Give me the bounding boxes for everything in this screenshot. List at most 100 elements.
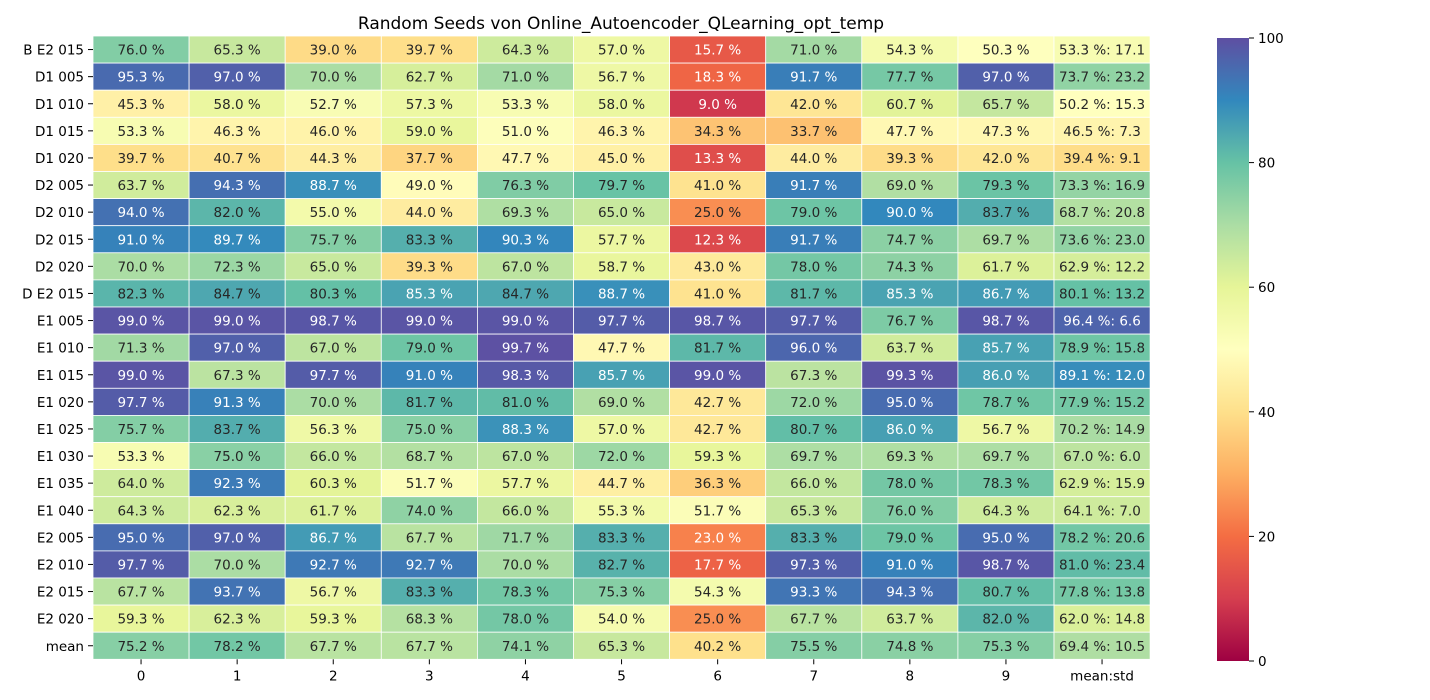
heatmap-cell bbox=[861, 550, 959, 579]
heatmap-cell bbox=[957, 631, 1055, 660]
cell-label: 96.0 % bbox=[790, 341, 837, 357]
cell-label: 75.2 % bbox=[117, 639, 164, 655]
heatmap-cell bbox=[861, 279, 959, 308]
cell-label: 92.7 % bbox=[406, 557, 453, 573]
cell-label: 90.3 % bbox=[502, 232, 549, 248]
cell-label: 56.3 % bbox=[310, 422, 357, 438]
cell-label: 91.3 % bbox=[214, 395, 261, 411]
cell-label: 64.3 % bbox=[117, 503, 164, 519]
cell-label: 69.0 % bbox=[598, 395, 645, 411]
heatmap-cell bbox=[861, 89, 959, 118]
cell-label: 79.7 % bbox=[598, 178, 645, 194]
heatmap-cell bbox=[765, 333, 863, 362]
x-tick-label: 6 bbox=[713, 668, 722, 684]
cell-label: 59.3 % bbox=[310, 612, 357, 628]
cell-label: 68.7 % bbox=[406, 449, 453, 465]
cell-label: 36.3 % bbox=[694, 476, 741, 492]
cell-label: 61.7 % bbox=[310, 503, 357, 519]
cell-label: 68.7 %: 20.8 bbox=[1059, 205, 1145, 221]
heatmap-cell bbox=[573, 279, 670, 308]
y-tick-label: E1 040 bbox=[37, 503, 84, 519]
heatmap-cell bbox=[476, 469, 574, 498]
cell-label: 98.7 % bbox=[982, 557, 1029, 573]
y-tick-label: E1 005 bbox=[37, 314, 84, 330]
heatmap-cell bbox=[669, 116, 767, 145]
cell-label: 73.7 %: 23.2 bbox=[1059, 70, 1145, 86]
y-tick-label: D2 020 bbox=[35, 259, 84, 275]
heatmap-cell bbox=[1053, 89, 1151, 118]
heatmap-cell bbox=[284, 306, 382, 335]
cell-label: 39.7 % bbox=[406, 43, 453, 59]
cell-label: 67.7 % bbox=[310, 639, 357, 655]
y-tick-label: D E2 015 bbox=[22, 286, 84, 302]
cell-label: 18.3 % bbox=[694, 70, 741, 86]
cell-label: 58.0 % bbox=[214, 97, 261, 113]
cell-label: 69.4 %: 10.5 bbox=[1059, 639, 1145, 655]
cell-label: 43.0 % bbox=[694, 259, 741, 275]
cell-label: 53.3 % bbox=[117, 124, 164, 140]
cell-label: 44.0 % bbox=[790, 151, 837, 167]
cell-label: 62.9 %: 12.2 bbox=[1059, 259, 1145, 275]
cell-label: 99.0 % bbox=[502, 314, 549, 330]
cell-label: 97.3 % bbox=[790, 557, 837, 573]
cell-label: 64.1 %: 7.0 bbox=[1063, 503, 1141, 519]
cell-label: 67.0 % bbox=[502, 449, 549, 465]
heatmap-cell bbox=[669, 198, 767, 227]
cell-label: 54.0 % bbox=[598, 612, 645, 628]
heatmap-cell bbox=[1053, 469, 1151, 498]
heatmap-cell bbox=[284, 116, 382, 145]
cell-label: 53.3 % bbox=[117, 449, 164, 465]
colorbar: 0 20 40 60 80 100 bbox=[1217, 31, 1284, 670]
cell-label: 63.7 % bbox=[886, 341, 933, 357]
cell-label: 56.7 % bbox=[982, 422, 1029, 438]
heatmap-cell bbox=[669, 496, 767, 525]
heatmap-cell bbox=[573, 496, 670, 525]
cell-label: 80.3 % bbox=[310, 286, 357, 302]
heatmap-cell bbox=[957, 62, 1055, 91]
heatmap-cell bbox=[188, 414, 286, 443]
heatmap-cell bbox=[765, 62, 863, 91]
cell-label: 82.7 % bbox=[598, 557, 645, 573]
cell-label: 64.3 % bbox=[502, 43, 549, 59]
cell-label: 74.7 % bbox=[886, 232, 933, 248]
cell-label: 78.2 % bbox=[214, 639, 261, 655]
cell-label: 75.0 % bbox=[406, 422, 453, 438]
cell-label: 13.3 % bbox=[694, 151, 741, 167]
heatmap-cell bbox=[573, 116, 670, 145]
cell-label: 37.7 % bbox=[406, 151, 453, 167]
cell-label: 85.3 % bbox=[406, 286, 453, 302]
cell-label: 76.0 % bbox=[886, 503, 933, 519]
cell-label: 78.2 %: 20.6 bbox=[1059, 530, 1145, 546]
heatmap-cell bbox=[284, 89, 382, 118]
heatmap-cell bbox=[573, 469, 670, 498]
heatmap-cell bbox=[92, 252, 190, 281]
cell-label: 69.7 % bbox=[982, 449, 1029, 465]
cell-label: 83.7 % bbox=[214, 422, 261, 438]
x-tick-label: 9 bbox=[1002, 668, 1011, 684]
heatmap-cell bbox=[861, 496, 959, 525]
cell-label: 93.7 % bbox=[214, 585, 261, 601]
heatmap-cell bbox=[573, 414, 670, 443]
cell-label: 60.3 % bbox=[310, 476, 357, 492]
cell-label: 81.0 %: 23.4 bbox=[1059, 557, 1145, 573]
cell-label: 91.7 % bbox=[790, 232, 837, 248]
cell-label: 94.3 % bbox=[886, 585, 933, 601]
heatmap-cell bbox=[957, 225, 1055, 254]
cell-label: 75.0 % bbox=[214, 449, 261, 465]
cell-label: 67.0 %: 6.0 bbox=[1063, 449, 1141, 465]
heatmap-cell bbox=[92, 496, 190, 525]
heatmap-cell bbox=[765, 306, 863, 335]
heatmap-cell bbox=[573, 171, 670, 200]
heatmap-cell bbox=[1053, 225, 1151, 254]
y-tick-label: E1 015 bbox=[37, 368, 84, 384]
cell-label: 75.3 % bbox=[982, 639, 1029, 655]
cell-label: 63.7 % bbox=[117, 178, 164, 194]
cell-label: 94.3 % bbox=[214, 178, 261, 194]
heatmap-cell bbox=[765, 496, 863, 525]
cell-label: 59.0 % bbox=[406, 124, 453, 140]
cell-label: 97.7 % bbox=[117, 395, 164, 411]
cell-label: 39.7 % bbox=[117, 151, 164, 167]
cell-label: 72.0 % bbox=[598, 449, 645, 465]
heatmap-cell bbox=[861, 143, 959, 172]
